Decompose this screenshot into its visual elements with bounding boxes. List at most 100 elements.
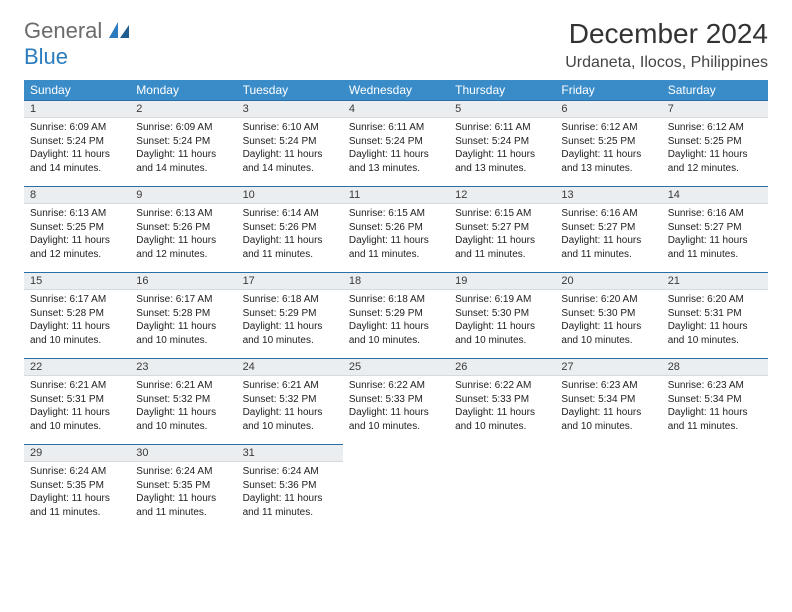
day-number: 22 (24, 358, 130, 376)
calendar-cell: 1Sunrise: 6:09 AMSunset: 5:24 PMDaylight… (24, 100, 130, 186)
day-body: Sunrise: 6:13 AMSunset: 5:26 PMDaylight:… (130, 204, 236, 265)
sunrise-line: Sunrise: 6:12 AM (561, 121, 655, 135)
day-body: Sunrise: 6:16 AMSunset: 5:27 PMDaylight:… (662, 204, 768, 265)
day-number: 2 (130, 100, 236, 118)
sunset-line: Sunset: 5:35 PM (30, 479, 124, 493)
calendar-cell: 29Sunrise: 6:24 AMSunset: 5:35 PMDayligh… (24, 444, 130, 530)
sunset-line: Sunset: 5:24 PM (243, 135, 337, 149)
sunrise-line: Sunrise: 6:15 AM (455, 207, 549, 221)
weekday-header-row: SundayMondayTuesdayWednesdayThursdayFrid… (24, 80, 768, 100)
calendar-cell: 22Sunrise: 6:21 AMSunset: 5:31 PMDayligh… (24, 358, 130, 444)
calendar-cell: 25Sunrise: 6:22 AMSunset: 5:33 PMDayligh… (343, 358, 449, 444)
daylight-line: Daylight: 11 hours and 11 minutes. (243, 492, 337, 519)
sunset-line: Sunset: 5:24 PM (455, 135, 549, 149)
calendar-cell: 14Sunrise: 6:16 AMSunset: 5:27 PMDayligh… (662, 186, 768, 272)
calendar-cell: 4Sunrise: 6:11 AMSunset: 5:24 PMDaylight… (343, 100, 449, 186)
calendar-cell: 17Sunrise: 6:18 AMSunset: 5:29 PMDayligh… (237, 272, 343, 358)
calendar-cell: 27Sunrise: 6:23 AMSunset: 5:34 PMDayligh… (555, 358, 661, 444)
day-body: Sunrise: 6:15 AMSunset: 5:27 PMDaylight:… (449, 204, 555, 265)
day-number: 25 (343, 358, 449, 376)
daylight-line: Daylight: 11 hours and 11 minutes. (243, 234, 337, 261)
daylight-line: Daylight: 11 hours and 11 minutes. (455, 234, 549, 261)
sunset-line: Sunset: 5:29 PM (243, 307, 337, 321)
day-body: Sunrise: 6:17 AMSunset: 5:28 PMDaylight:… (130, 290, 236, 351)
day-number: 6 (555, 100, 661, 118)
day-number: 12 (449, 186, 555, 204)
calendar-cell: 18Sunrise: 6:18 AMSunset: 5:29 PMDayligh… (343, 272, 449, 358)
day-body: Sunrise: 6:11 AMSunset: 5:24 PMDaylight:… (449, 118, 555, 179)
day-number: 31 (237, 444, 343, 462)
sunrise-line: Sunrise: 6:23 AM (561, 379, 655, 393)
sunrise-line: Sunrise: 6:20 AM (561, 293, 655, 307)
calendar-row: 8Sunrise: 6:13 AMSunset: 5:25 PMDaylight… (24, 186, 768, 272)
calendar-table: SundayMondayTuesdayWednesdayThursdayFrid… (24, 80, 768, 530)
daylight-line: Daylight: 11 hours and 11 minutes. (30, 492, 124, 519)
weekday-header: Thursday (449, 80, 555, 100)
sunrise-line: Sunrise: 6:13 AM (30, 207, 124, 221)
calendar-cell: 11Sunrise: 6:15 AMSunset: 5:26 PMDayligh… (343, 186, 449, 272)
sunrise-line: Sunrise: 6:20 AM (668, 293, 762, 307)
day-body: Sunrise: 6:10 AMSunset: 5:24 PMDaylight:… (237, 118, 343, 179)
daylight-line: Daylight: 11 hours and 11 minutes. (136, 492, 230, 519)
day-body: Sunrise: 6:23 AMSunset: 5:34 PMDaylight:… (662, 376, 768, 437)
daylight-line: Daylight: 11 hours and 12 minutes. (30, 234, 124, 261)
day-number: 16 (130, 272, 236, 290)
daylight-line: Daylight: 11 hours and 10 minutes. (455, 406, 549, 433)
day-body: Sunrise: 6:14 AMSunset: 5:26 PMDaylight:… (237, 204, 343, 265)
day-body: Sunrise: 6:21 AMSunset: 5:32 PMDaylight:… (130, 376, 236, 437)
sunset-line: Sunset: 5:29 PM (349, 307, 443, 321)
weekday-header: Sunday (24, 80, 130, 100)
sunrise-line: Sunrise: 6:15 AM (349, 207, 443, 221)
calendar-cell: .. (555, 444, 661, 530)
weekday-header: Monday (130, 80, 236, 100)
daylight-line: Daylight: 11 hours and 10 minutes. (561, 320, 655, 347)
daylight-line: Daylight: 11 hours and 10 minutes. (243, 406, 337, 433)
daylight-line: Daylight: 11 hours and 10 minutes. (136, 320, 230, 347)
page-title: December 2024 (565, 18, 768, 50)
daylight-line: Daylight: 11 hours and 12 minutes. (136, 234, 230, 261)
daylight-line: Daylight: 11 hours and 10 minutes. (349, 406, 443, 433)
day-number: 24 (237, 358, 343, 376)
daylight-line: Daylight: 11 hours and 11 minutes. (668, 234, 762, 261)
logo: General Blue (24, 18, 129, 70)
day-number: 26 (449, 358, 555, 376)
sunset-line: Sunset: 5:24 PM (136, 135, 230, 149)
day-number: 9 (130, 186, 236, 204)
sunset-line: Sunset: 5:24 PM (349, 135, 443, 149)
daylight-line: Daylight: 11 hours and 10 minutes. (30, 320, 124, 347)
sunset-line: Sunset: 5:30 PM (455, 307, 549, 321)
day-body: Sunrise: 6:24 AMSunset: 5:36 PMDaylight:… (237, 462, 343, 523)
day-number: 28 (662, 358, 768, 376)
calendar-cell: 10Sunrise: 6:14 AMSunset: 5:26 PMDayligh… (237, 186, 343, 272)
calendar-row: 15Sunrise: 6:17 AMSunset: 5:28 PMDayligh… (24, 272, 768, 358)
daylight-line: Daylight: 11 hours and 10 minutes. (349, 320, 443, 347)
calendar-cell: .. (449, 444, 555, 530)
daylight-line: Daylight: 11 hours and 10 minutes. (561, 406, 655, 433)
sunrise-line: Sunrise: 6:17 AM (30, 293, 124, 307)
calendar-cell: 30Sunrise: 6:24 AMSunset: 5:35 PMDayligh… (130, 444, 236, 530)
day-body: Sunrise: 6:24 AMSunset: 5:35 PMDaylight:… (130, 462, 236, 523)
weekday-header: Saturday (662, 80, 768, 100)
day-number: 29 (24, 444, 130, 462)
day-number: 10 (237, 186, 343, 204)
day-number: 19 (449, 272, 555, 290)
daylight-line: Daylight: 11 hours and 10 minutes. (30, 406, 124, 433)
sunset-line: Sunset: 5:24 PM (30, 135, 124, 149)
calendar-cell: 7Sunrise: 6:12 AMSunset: 5:25 PMDaylight… (662, 100, 768, 186)
sunrise-line: Sunrise: 6:11 AM (455, 121, 549, 135)
sunset-line: Sunset: 5:25 PM (30, 221, 124, 235)
calendar-cell: 9Sunrise: 6:13 AMSunset: 5:26 PMDaylight… (130, 186, 236, 272)
day-number: 8 (24, 186, 130, 204)
day-body: Sunrise: 6:21 AMSunset: 5:32 PMDaylight:… (237, 376, 343, 437)
daylight-line: Daylight: 11 hours and 10 minutes. (668, 320, 762, 347)
sunrise-line: Sunrise: 6:22 AM (349, 379, 443, 393)
sunset-line: Sunset: 5:28 PM (136, 307, 230, 321)
weekday-header: Wednesday (343, 80, 449, 100)
sunset-line: Sunset: 5:33 PM (455, 393, 549, 407)
day-body: Sunrise: 6:22 AMSunset: 5:33 PMDaylight:… (449, 376, 555, 437)
calendar-cell: 8 Sunrise: 6:13 AMSunset: 5:25 PMDaylight… (24, 186, 130, 272)
day-body: Sunrise: 6:24 AMSunset: 5:35 PMDaylight:… (24, 462, 130, 523)
daylight-line: Daylight: 11 hours and 13 minutes. (561, 148, 655, 175)
day-body: Sunrise: 6:09 AMSunset: 5:24 PMDaylight:… (130, 118, 236, 179)
calendar-row: 29Sunrise: 6:24 AMSunset: 5:35 PMDayligh… (24, 444, 768, 530)
